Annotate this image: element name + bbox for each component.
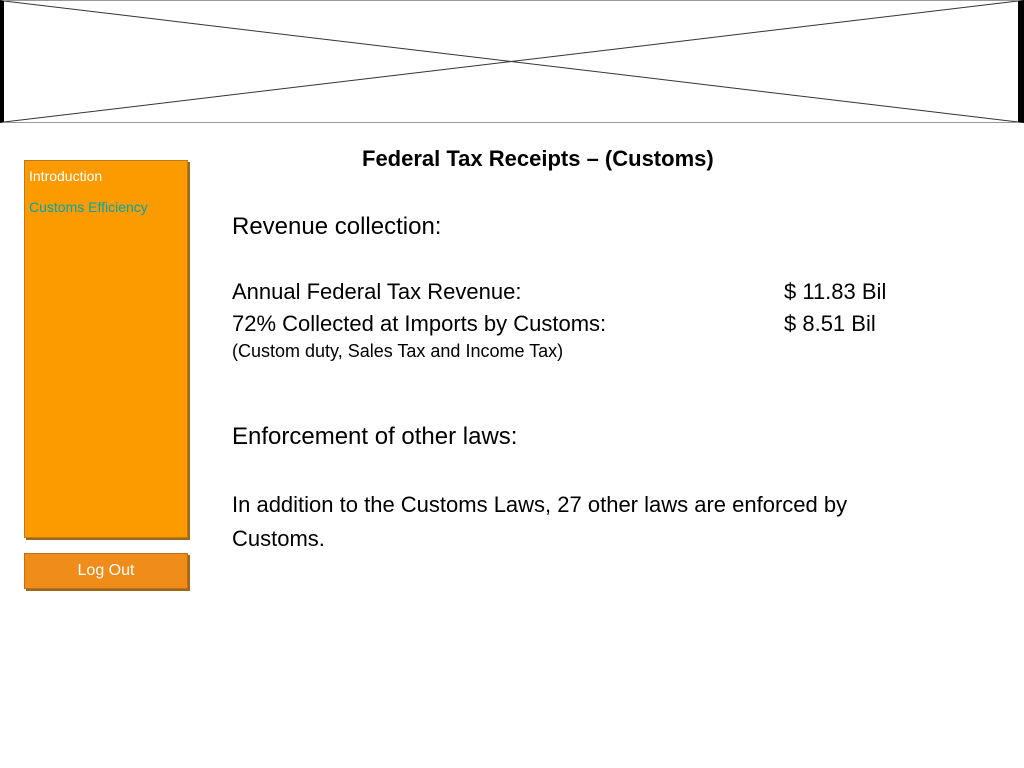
sidebar-item-introduction[interactable]: Introduction xyxy=(29,168,103,184)
revenue-note: (Custom duty, Sales Tax and Income Tax) xyxy=(232,341,564,361)
revenue-row-amount: $ 11.83 Bil xyxy=(784,279,887,304)
banner-image-placeholder xyxy=(0,0,1024,123)
revenue-heading: Revenue collection: xyxy=(232,213,442,240)
revenue-row-amount: $ 8.51 Bil xyxy=(784,311,876,336)
logout-button[interactable]: Log Out xyxy=(24,553,188,589)
page-title: Federal Tax Receipts – (Customs) xyxy=(362,146,714,171)
enforcement-heading: Enforcement of other laws: xyxy=(232,423,518,450)
placeholder-cross-icon xyxy=(4,1,1018,122)
sidebar-nav: Introduction Customs Efficiency xyxy=(24,160,188,538)
revenue-row-label: 72% Collected at Imports by Customs: xyxy=(232,311,607,336)
enforcement-paragraph: In addition to the Customs Laws, 27 othe… xyxy=(232,492,848,551)
revenue-row-label: Annual Federal Tax Revenue: xyxy=(232,279,522,304)
sidebar-item-customs-efficiency[interactable]: Customs Efficiency xyxy=(29,199,148,215)
